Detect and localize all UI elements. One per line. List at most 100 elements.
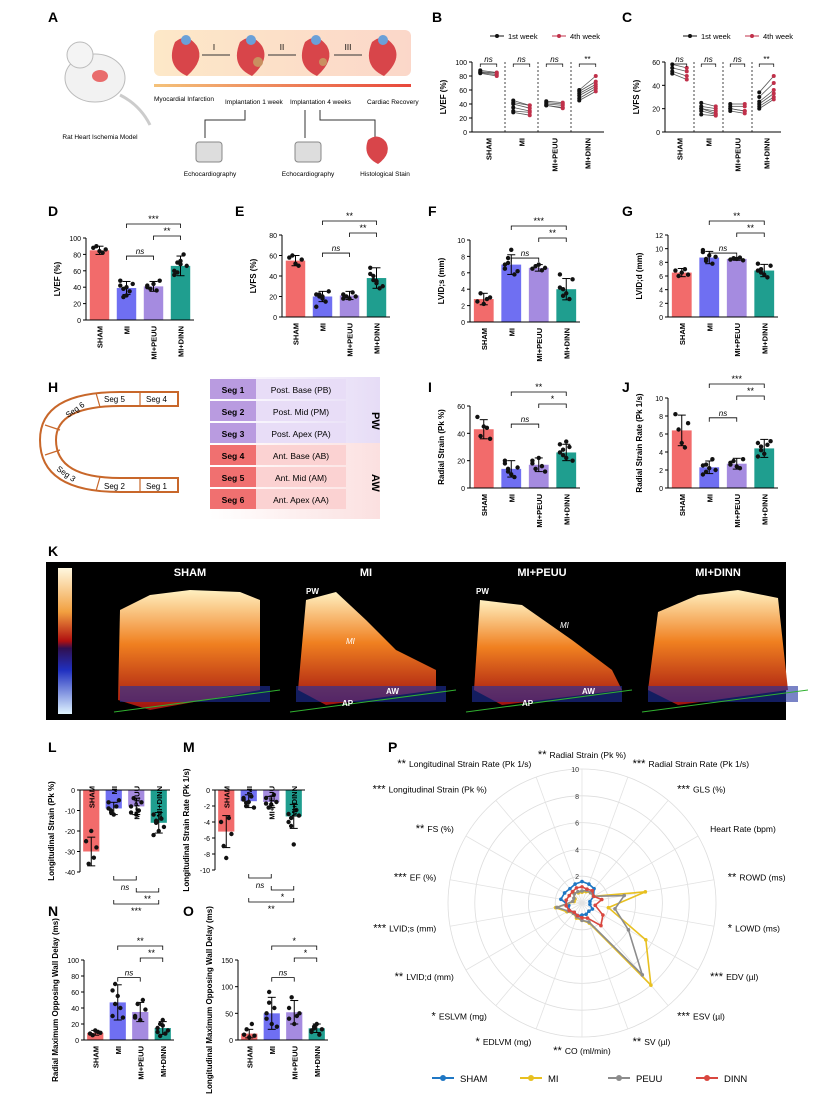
radar-point-mi bbox=[606, 905, 611, 910]
bar-n-0 bbox=[87, 1032, 104, 1040]
surface-grid-line bbox=[641, 689, 809, 713]
y-tick-label-m: -10 bbox=[200, 868, 210, 875]
sig-bracket-e bbox=[322, 252, 350, 258]
surface-pw-label: PW bbox=[476, 587, 489, 596]
chart-c: ns ns ns ** 0 20 40 60 LVFS (%) SHAM MI MI+PEUU MI+D… bbox=[632, 32, 793, 172]
point-n bbox=[118, 1005, 123, 1011]
point-j bbox=[755, 440, 761, 446]
panel-letter-e: E bbox=[235, 203, 244, 219]
radar-point-sham bbox=[580, 913, 584, 917]
y-axis-label-n: Radial Maximum Opposing Wall Delay (ms) bbox=[51, 918, 60, 1082]
point-week4-b bbox=[494, 72, 499, 77]
echo-machine-icon-2 bbox=[294, 141, 322, 163]
point-n bbox=[115, 993, 120, 999]
panel-letter-h: H bbox=[48, 379, 58, 395]
sig-bracket-i bbox=[538, 403, 567, 408]
x-tick-label-e: MI bbox=[319, 323, 328, 331]
pair-line-b bbox=[480, 72, 497, 75]
radar-point-dinn bbox=[601, 913, 605, 917]
sig-label-b: ns bbox=[517, 55, 525, 64]
point-g bbox=[768, 263, 773, 268]
seg-name-cell bbox=[256, 445, 346, 465]
radar-tick-label: 4 bbox=[575, 847, 579, 854]
panel-letter-c: C bbox=[622, 9, 632, 25]
sig-bracket-c bbox=[700, 63, 717, 67]
point-g bbox=[755, 261, 761, 266]
point-week4-b bbox=[560, 105, 565, 110]
point-f bbox=[515, 268, 520, 274]
point-f bbox=[502, 266, 508, 271]
point-f bbox=[542, 265, 548, 271]
legend-label-week1: 1st week bbox=[508, 32, 538, 41]
sig-label-e: ** bbox=[346, 211, 354, 221]
radar-point-peuu bbox=[572, 896, 576, 901]
point-o bbox=[244, 1027, 249, 1032]
point-e bbox=[347, 296, 352, 301]
pair-line-b bbox=[546, 103, 563, 106]
point-week1-c bbox=[699, 112, 704, 117]
point-d bbox=[145, 283, 150, 288]
x-tick-label-g: MI bbox=[705, 323, 714, 331]
panel-letter-j: J bbox=[622, 379, 630, 395]
radar-axis-label: ** SV (µl) bbox=[633, 1036, 671, 1048]
x-tick-label-c: MI+DINN bbox=[763, 138, 772, 169]
point-n bbox=[138, 1017, 143, 1023]
sig-label-e: ns bbox=[332, 244, 340, 253]
radar-point-peuu bbox=[555, 905, 559, 910]
radar-point-dinn bbox=[593, 903, 597, 908]
x-tick-label-f: MI+DINN bbox=[562, 328, 571, 359]
radar-point-sham bbox=[588, 902, 592, 907]
point-m bbox=[288, 823, 294, 829]
point-e bbox=[380, 284, 385, 289]
radar-legend-label: DINN bbox=[724, 1074, 747, 1085]
point-week4-c bbox=[771, 95, 776, 99]
point-o bbox=[297, 1011, 302, 1016]
y-tick-label-c: 0 bbox=[656, 130, 660, 137]
point-l bbox=[159, 816, 164, 821]
pair-line-b bbox=[480, 72, 497, 77]
sig-label-j: *** bbox=[731, 374, 742, 384]
aw-label: AW bbox=[369, 474, 381, 492]
bar-g-2 bbox=[726, 258, 747, 317]
panel-letter-l: L bbox=[48, 739, 57, 755]
x-tick-label-i: SHAM bbox=[480, 494, 489, 516]
seg-id-label: Seg 3 bbox=[222, 429, 245, 439]
point-j bbox=[707, 466, 712, 471]
y-axis-label-e: LVFS (%) bbox=[249, 258, 258, 293]
point-week1-b bbox=[511, 110, 516, 115]
point-l bbox=[151, 812, 156, 817]
point-n bbox=[140, 997, 146, 1003]
point-m bbox=[226, 815, 232, 821]
seg-id-label: Seg 5 bbox=[222, 473, 245, 483]
sig-bracket-c bbox=[758, 63, 775, 67]
sig-label-g: ** bbox=[747, 223, 755, 233]
pair-line-b bbox=[546, 100, 563, 103]
point-week1-c bbox=[757, 90, 762, 95]
y-tick-label-o: 0 bbox=[229, 1038, 233, 1045]
bar-e-2 bbox=[339, 295, 360, 317]
radar-axis-label: ** CO (ml/min) bbox=[553, 1045, 611, 1057]
y-tick-label-b: 60 bbox=[459, 88, 467, 95]
y-tick-label-g: 10 bbox=[655, 247, 663, 254]
point-week4-c bbox=[771, 91, 776, 96]
y-tick-label-g: 4 bbox=[659, 288, 663, 295]
point-j bbox=[676, 427, 681, 432]
radar-point-sham bbox=[573, 882, 577, 886]
point-m bbox=[229, 831, 234, 837]
point-n bbox=[157, 1033, 163, 1039]
surface-title: MI+PEUU bbox=[517, 567, 566, 579]
point-week1-c bbox=[757, 95, 762, 99]
radar-legend-label: PEUU bbox=[636, 1074, 663, 1085]
point-e bbox=[371, 273, 376, 279]
point-l bbox=[136, 808, 142, 813]
step-2-label: II bbox=[280, 43, 284, 52]
point-m bbox=[274, 799, 279, 805]
radar-point-sham bbox=[590, 907, 595, 911]
x-tick-label-m: SHAM bbox=[222, 786, 231, 808]
x-tick-label-e: MI+PEUU bbox=[346, 323, 355, 357]
point-d bbox=[184, 263, 189, 269]
bar-g-0 bbox=[671, 272, 692, 317]
pair-line-c bbox=[759, 93, 774, 105]
x-tick-label-d: SHAM bbox=[96, 326, 105, 348]
point-week1-b bbox=[511, 102, 516, 106]
